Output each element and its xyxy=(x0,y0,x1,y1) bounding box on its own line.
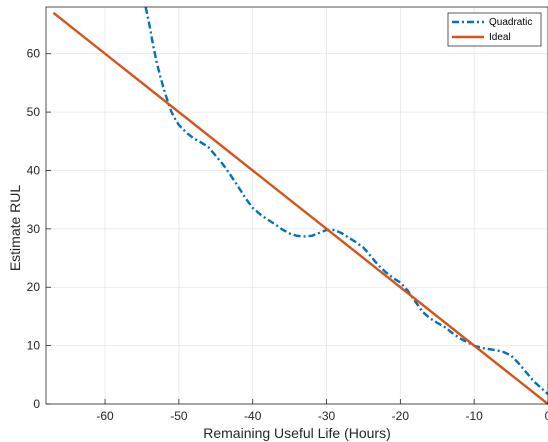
plot-series xyxy=(52,6,548,405)
x-tick-label: -10 xyxy=(466,409,484,423)
tick-labels: -60 -50 -40 -30 -20 -10 0 0 10 20 30 40 50 60 xyxy=(27,47,548,423)
x-tick-label: -20 xyxy=(392,409,410,423)
axes-box xyxy=(45,6,548,405)
series-line-ideal xyxy=(52,11,548,405)
axes-frame xyxy=(45,6,548,405)
legend-label-ideal: Ideal xyxy=(489,32,511,43)
y-tick-label: 30 xyxy=(27,222,41,236)
legend-label-quadratic: Quadratic xyxy=(489,17,532,28)
x-tick-label: -40 xyxy=(244,409,262,423)
legend-box xyxy=(447,12,542,47)
grid xyxy=(46,7,548,405)
y-tick-label: 50 xyxy=(27,105,41,119)
series-line-quadratic xyxy=(144,6,548,395)
x-tick-label: -50 xyxy=(170,409,188,423)
y-tick-label: 20 xyxy=(27,280,41,294)
x-tick-label: -60 xyxy=(96,409,114,423)
x-tick-label: -30 xyxy=(318,409,336,423)
legend: Quadratic Ideal xyxy=(447,12,542,47)
y-tick-label: 0 xyxy=(33,397,40,411)
x-tick-label: 0 xyxy=(545,409,548,423)
y-tick-label: 10 xyxy=(27,339,41,353)
y-axis-label: Estimate RUL xyxy=(7,185,23,272)
y-tick-label: 40 xyxy=(27,163,41,177)
y-tick-label: 60 xyxy=(27,47,41,61)
x-axis-label: Remaining Useful Life (Hours) xyxy=(203,425,391,441)
